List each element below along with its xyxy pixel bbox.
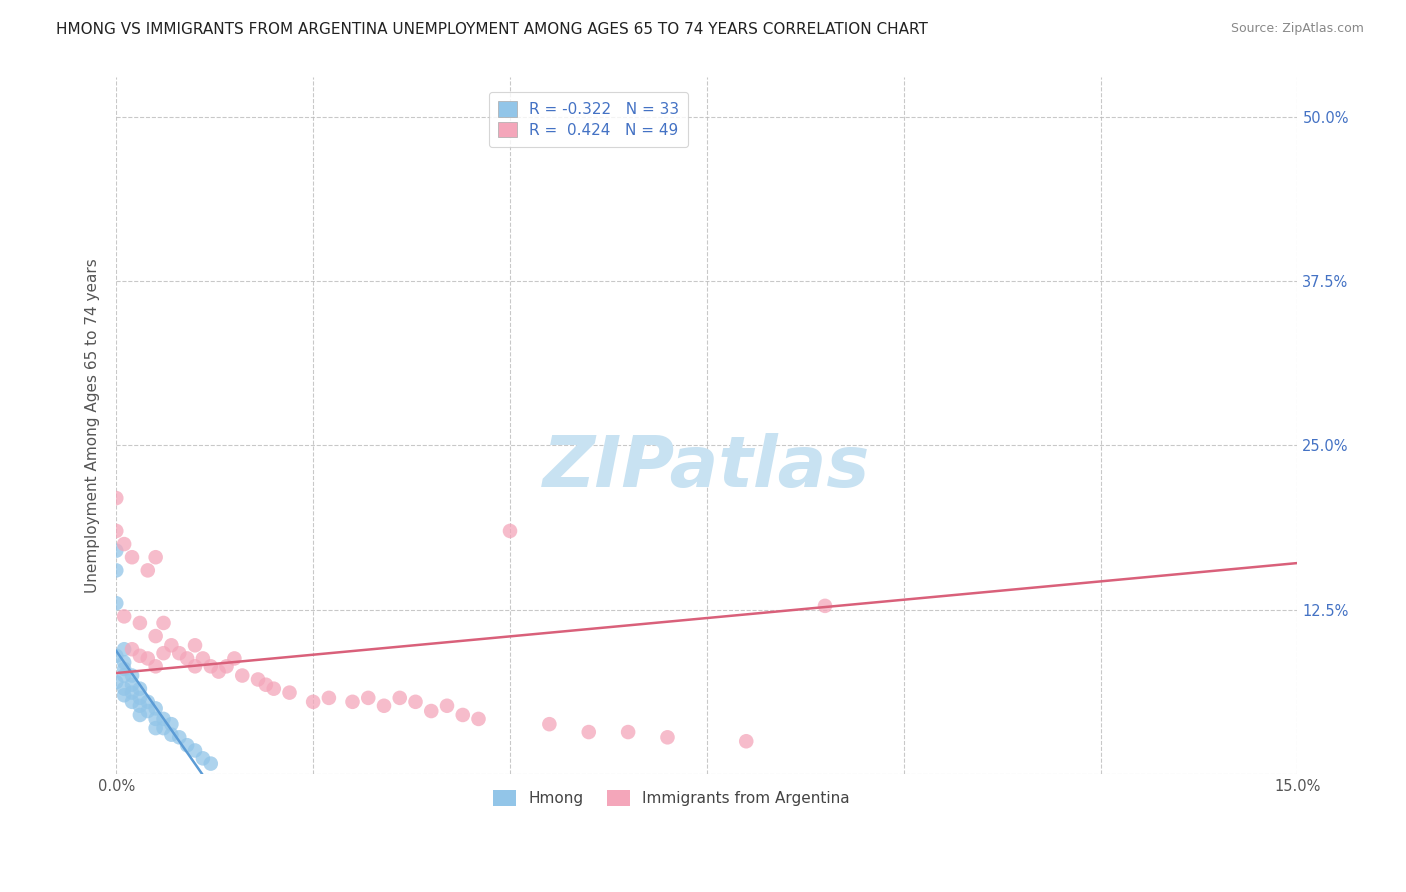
Point (617, 725, 640, 739)
Point (184, 638, 207, 652)
Point (176, 738, 198, 752)
Point (128, 698, 150, 713)
Point (184, 743, 207, 757)
Point (302, 695, 325, 709)
Point (112, 662, 135, 676)
Point (112, 609, 135, 624)
Point (152, 712, 174, 726)
Point (145, 721, 167, 735)
Text: HMONG VS IMMIGRANTS FROM ARGENTINA UNEMPLOYMENT AMONG AGES 65 TO 74 YEARS CORREL: HMONG VS IMMIGRANTS FROM ARGENTINA UNEMP… (56, 22, 928, 37)
Point (254, 678, 277, 692)
Point (160, 638, 183, 652)
Point (128, 648, 150, 663)
Y-axis label: Unemployment Among Ages 65 to 74 years: Unemployment Among Ages 65 to 74 years (86, 259, 100, 593)
Point (318, 690, 340, 705)
Point (814, 599, 837, 613)
Point (451, 708, 474, 723)
Point (136, 695, 159, 709)
Point (145, 712, 167, 726)
Point (224, 651, 246, 665)
Point (105, 524, 128, 538)
Point (231, 668, 253, 682)
Point (191, 651, 214, 665)
Point (160, 728, 183, 742)
Point (578, 725, 600, 739)
Point (160, 717, 183, 731)
Point (436, 698, 458, 713)
Point (105, 491, 128, 505)
Point (121, 678, 143, 692)
Point (184, 659, 207, 673)
Point (112, 681, 135, 696)
Point (112, 656, 135, 670)
Point (657, 731, 679, 745)
Point (145, 701, 167, 715)
Point (136, 704, 159, 718)
Text: Source: ZipAtlas.com: Source: ZipAtlas.com (1230, 22, 1364, 36)
Point (169, 646, 191, 660)
Point (388, 690, 411, 705)
Legend: Hmong, Immigrants from Argentina: Hmong, Immigrants from Argentina (484, 780, 859, 815)
Point (105, 543, 128, 558)
Point (136, 651, 159, 665)
Point (467, 712, 489, 726)
Point (420, 704, 443, 718)
Point (263, 681, 285, 696)
Point (247, 673, 270, 687)
Point (112, 668, 135, 682)
Point (373, 698, 395, 713)
Point (128, 708, 150, 723)
Point (176, 651, 198, 665)
Point (405, 695, 427, 709)
Point (357, 690, 380, 705)
Point (152, 646, 174, 660)
Point (121, 685, 143, 699)
Point (112, 537, 135, 551)
Text: ZIPatlas: ZIPatlas (543, 434, 870, 502)
Point (208, 665, 231, 679)
Point (145, 550, 167, 565)
Point (128, 681, 150, 696)
Point (145, 659, 167, 673)
Point (200, 659, 222, 673)
Point (538, 717, 561, 731)
Point (112, 642, 135, 657)
Point (105, 675, 128, 690)
Point (121, 668, 143, 682)
Point (278, 685, 301, 699)
Point (735, 734, 758, 748)
Point (169, 731, 191, 745)
Point (215, 659, 238, 673)
Point (105, 596, 128, 610)
Point (105, 648, 128, 663)
Point (200, 756, 222, 771)
Point (121, 642, 143, 657)
Point (342, 695, 364, 709)
Point (152, 721, 174, 735)
Point (136, 563, 159, 577)
Point (121, 695, 143, 709)
Point (112, 688, 135, 702)
Point (145, 629, 167, 643)
Point (128, 690, 150, 705)
Point (152, 615, 174, 630)
Point (128, 615, 150, 630)
Point (191, 751, 214, 765)
Point (499, 524, 522, 538)
Point (105, 563, 128, 577)
Point (121, 550, 143, 565)
